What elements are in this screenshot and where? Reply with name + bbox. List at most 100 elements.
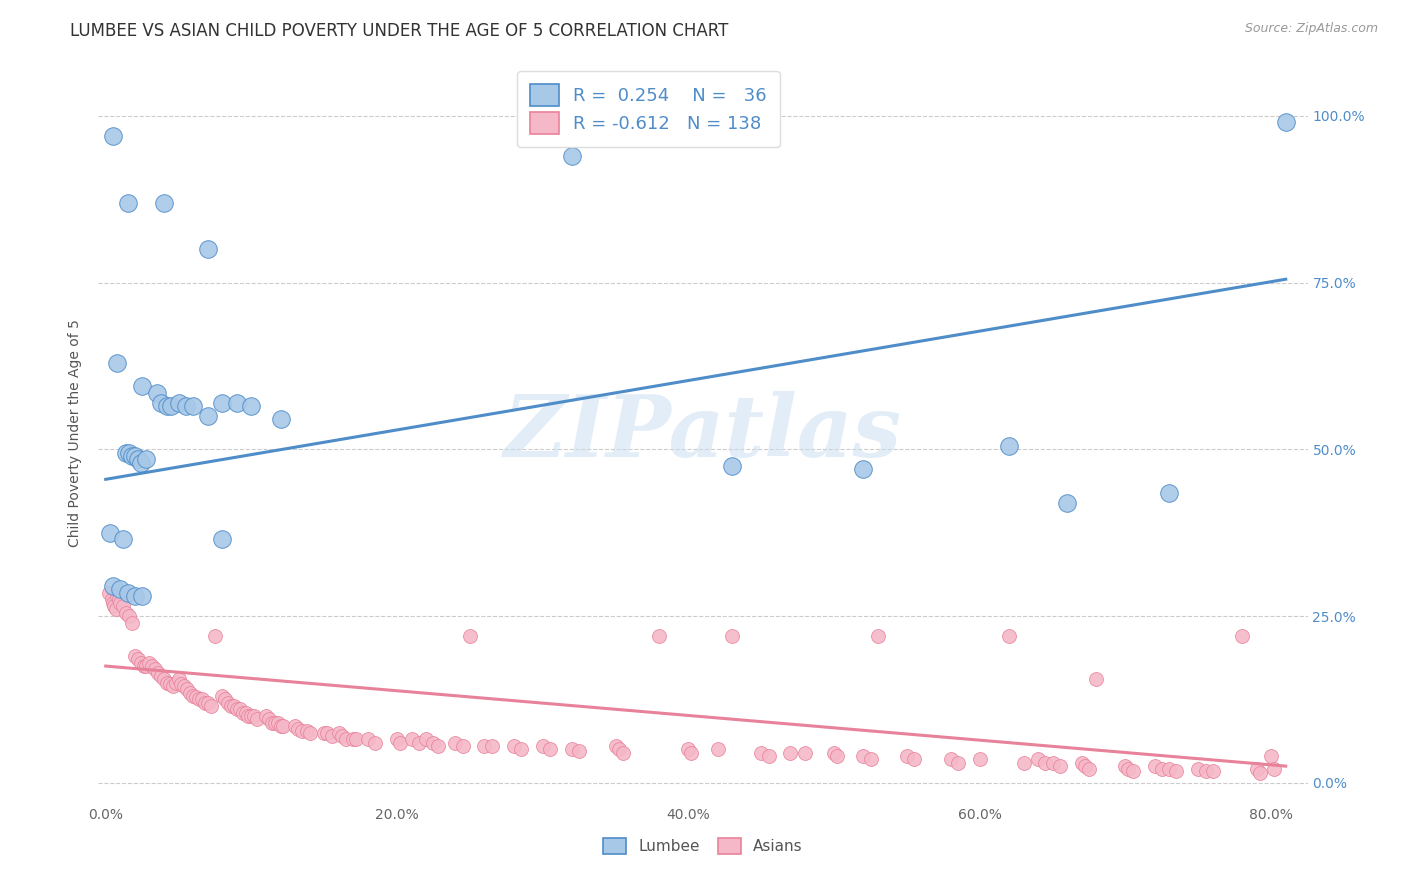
Point — [167, 673, 190, 687]
Text: LUMBEE VS ASIAN CHILD POVERTY UNDER THE AGE OF 5 CORRELATION CHART: LUMBEE VS ASIAN CHILD POVERTY UNDER THE … — [70, 22, 728, 40]
Point — [101, 128, 124, 143]
Point — [1122, 764, 1144, 778]
Point — [561, 742, 583, 756]
Point — [162, 679, 184, 693]
Point — [127, 452, 149, 467]
Point — [328, 725, 350, 739]
Point — [254, 709, 277, 723]
Point — [852, 749, 875, 764]
Point — [266, 715, 288, 730]
Point — [103, 599, 125, 613]
Point — [364, 736, 387, 750]
Text: ZIPatlas: ZIPatlas — [503, 391, 903, 475]
Point — [225, 702, 247, 716]
Point — [502, 739, 524, 753]
Point — [260, 715, 283, 730]
Point — [681, 746, 703, 760]
Point — [866, 629, 889, 643]
Point — [896, 749, 918, 764]
Point — [385, 732, 408, 747]
Point — [238, 709, 260, 723]
Point — [344, 732, 367, 747]
Point — [143, 662, 166, 676]
Point — [903, 752, 925, 766]
Point — [678, 742, 700, 756]
Point — [211, 395, 233, 409]
Point — [129, 656, 152, 670]
Point — [104, 602, 127, 616]
Point — [150, 669, 173, 683]
Point — [211, 689, 233, 703]
Point — [1202, 764, 1225, 778]
Point — [357, 732, 380, 747]
Point — [129, 456, 152, 470]
Point — [284, 719, 307, 733]
Point — [1274, 115, 1296, 129]
Point — [1166, 764, 1188, 778]
Point — [607, 742, 630, 756]
Point — [721, 629, 744, 643]
Point — [112, 533, 135, 547]
Point — [1246, 763, 1268, 777]
Point — [1150, 763, 1173, 777]
Point — [401, 732, 423, 747]
Point — [219, 699, 242, 714]
Point — [170, 677, 193, 691]
Point — [124, 449, 146, 463]
Point — [187, 692, 209, 706]
Point — [1194, 764, 1216, 778]
Point — [135, 659, 157, 673]
Point — [1049, 759, 1071, 773]
Legend: Lumbee, Asians: Lumbee, Asians — [596, 830, 810, 862]
Point — [648, 629, 671, 643]
Point — [222, 699, 245, 714]
Point — [794, 746, 817, 760]
Point — [291, 723, 314, 738]
Point — [115, 606, 138, 620]
Point — [197, 696, 219, 710]
Point — [118, 609, 141, 624]
Point — [568, 744, 591, 758]
Y-axis label: Child Poverty Under the Age of 5: Child Poverty Under the Age of 5 — [69, 318, 83, 547]
Point — [240, 709, 263, 723]
Point — [167, 395, 190, 409]
Point — [115, 445, 138, 459]
Point — [204, 629, 226, 643]
Point — [191, 692, 214, 706]
Point — [706, 742, 728, 756]
Point — [1042, 756, 1064, 770]
Point — [232, 706, 254, 720]
Point — [176, 682, 198, 697]
Point — [124, 589, 146, 603]
Point — [481, 739, 503, 753]
Point — [321, 729, 343, 743]
Point — [1056, 496, 1078, 510]
Point — [1078, 763, 1101, 777]
Point — [1114, 759, 1136, 773]
Point — [758, 749, 780, 764]
Point — [1070, 756, 1092, 770]
Point — [458, 629, 481, 643]
Point — [117, 195, 139, 210]
Point — [1118, 763, 1140, 777]
Point — [426, 739, 449, 753]
Point — [105, 589, 128, 603]
Point — [295, 723, 318, 738]
Point — [1012, 756, 1035, 770]
Point — [422, 736, 444, 750]
Point — [156, 399, 179, 413]
Point — [388, 736, 411, 750]
Point — [298, 725, 321, 739]
Point — [217, 696, 239, 710]
Point — [108, 592, 131, 607]
Point — [127, 652, 149, 666]
Point — [117, 585, 139, 599]
Point — [98, 525, 121, 540]
Point — [225, 395, 247, 409]
Point — [998, 629, 1021, 643]
Point — [131, 589, 153, 603]
Point — [1073, 759, 1095, 773]
Point — [240, 399, 263, 413]
Point — [263, 715, 285, 730]
Point — [538, 742, 561, 756]
